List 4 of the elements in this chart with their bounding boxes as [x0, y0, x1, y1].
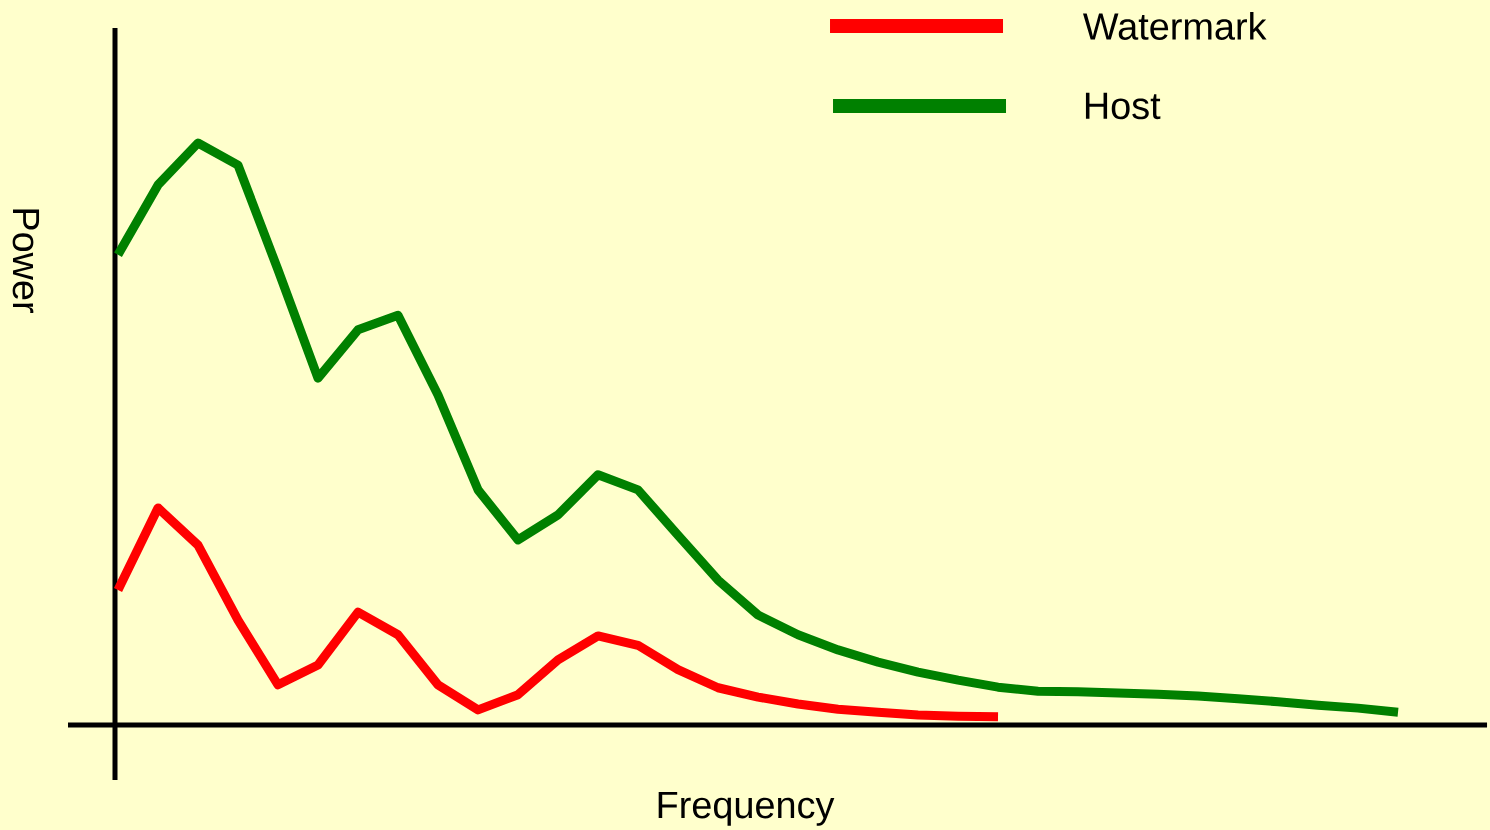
- x-axis-title: Frequency: [658, 791, 835, 826]
- y-axis-title: Power: [12, 209, 40, 314]
- legend-label: Watermark: [1083, 12, 1267, 40]
- legend-label: Host: [1085, 92, 1161, 120]
